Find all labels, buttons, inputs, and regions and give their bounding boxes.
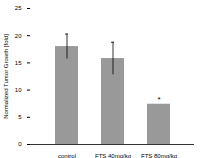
svg-text:*: * <box>157 95 160 104</box>
svg-text:20: 20 <box>15 33 22 39</box>
svg-text:control: control <box>58 153 76 158</box>
svg-text:FTS 80mg/kg: FTS 80mg/kg <box>141 153 177 158</box>
svg-text:15: 15 <box>15 60 22 66</box>
svg-text:0: 0 <box>18 141 22 147</box>
svg-text:25: 25 <box>15 5 22 11</box>
svg-text:Normalized Tumor Growth [fold]: Normalized Tumor Growth [fold] <box>3 34 9 119</box>
svg-text:10: 10 <box>15 87 22 93</box>
svg-text:5: 5 <box>18 114 22 120</box>
svg-text:FTS 40mg/kg: FTS 40mg/kg <box>95 153 131 158</box>
